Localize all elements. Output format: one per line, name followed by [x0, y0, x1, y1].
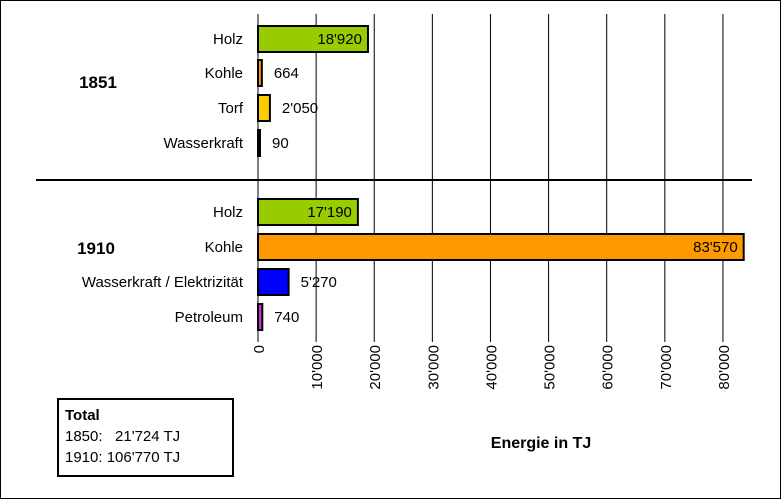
totals-title: Total [65, 407, 100, 424]
category-label: Holz [213, 31, 243, 48]
bar-1910-petroleum [257, 303, 264, 331]
totals-box [57, 398, 234, 477]
x-tick-label: 60'000 [600, 345, 617, 390]
category-label: Torf [218, 100, 244, 117]
x-tick-label: 50'000 [542, 345, 559, 390]
category-label: Kohle [205, 239, 243, 256]
x-axis-label: Energie in TJ [491, 435, 591, 452]
x-tick-label: 70'000 [658, 345, 675, 390]
x-tick-label: 30'000 [425, 345, 442, 390]
value-label: 18'920 [317, 31, 362, 48]
category-label: Holz [213, 204, 243, 221]
totals-line-1910: 1910: 106'770 TJ [65, 449, 180, 466]
group-label-1851: 1851 [79, 73, 117, 92]
bar-1910-holz [257, 198, 359, 226]
value-label: 2'050 [282, 100, 318, 117]
totals-line-1850: 1850: 21'724 TJ [65, 428, 180, 445]
bar-1851-torf [257, 94, 271, 122]
value-label: 740 [274, 309, 299, 326]
x-tick-label: 40'000 [483, 345, 500, 390]
value-label: 90 [272, 135, 289, 152]
value-label: 17'190 [307, 204, 352, 221]
group-label-1910: 1910 [77, 239, 115, 258]
bar-1910-kohle [257, 233, 745, 261]
category-label: Wasserkraft [164, 135, 244, 152]
bar-1910-wasserkraft-elektrizit-t [257, 268, 290, 296]
category-label: Wasserkraft / Elektrizität [82, 274, 244, 291]
labels-layer: 0 10'000 20'000 30'000 40'000 50'000 60'000 70'… [82, 31, 738, 390]
category-label: Petroleum [175, 309, 243, 326]
grid-layer [257, 14, 724, 342]
x-tick-label: 0 [251, 345, 268, 353]
bar-1851-kohle [257, 59, 263, 87]
value-label: 83'570 [693, 239, 738, 256]
x-tick-label: 80'000 [716, 345, 733, 390]
x-tick-label: 20'000 [367, 345, 384, 390]
category-label: Kohle [205, 65, 243, 82]
value-label: 664 [274, 65, 299, 82]
x-tick-label: 10'000 [309, 345, 326, 390]
value-label: 5'270 [301, 274, 337, 291]
